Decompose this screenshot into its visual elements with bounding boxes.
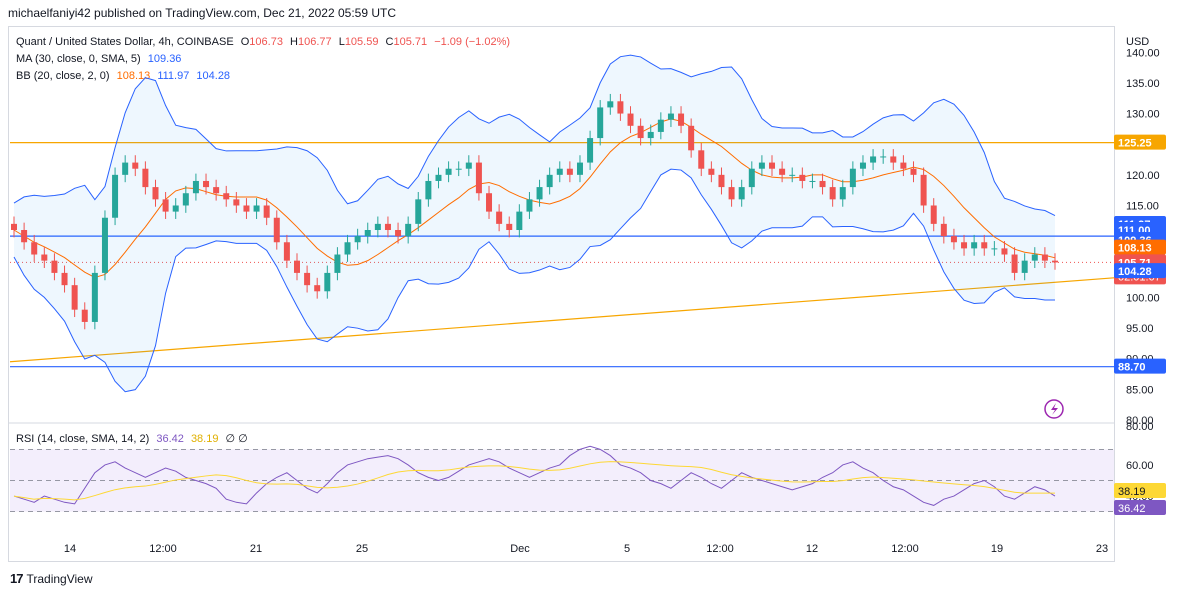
rsi-legend: RSI (14, close, SMA, 14, 2) 36.42 38.19 … — [16, 432, 252, 445]
y-tick-label: 110.00 — [1126, 231, 1159, 243]
chart-frame[interactable] — [8, 26, 1115, 562]
rsi-label: RSI (14, close, SMA, 14, 2) — [16, 433, 150, 445]
footer: 17 TradingView — [10, 571, 93, 586]
rsi-extra: ∅ ∅ — [225, 433, 248, 445]
bb-basis-value: 108.13 — [116, 70, 151, 82]
y-tick-label: 130.00 — [1126, 109, 1160, 121]
price-axis-label: 105.71 — [1118, 257, 1152, 269]
rsi-value: 36.42 — [156, 433, 184, 445]
ma-label: MA (30, close, 0, SMA, 5) — [16, 53, 141, 65]
y-tick-label: 140.00 — [1126, 47, 1160, 59]
tradingview-logo-icon: 17 — [10, 571, 24, 586]
price-axis-label-bg — [1114, 254, 1166, 285]
price-axis-label-bg — [1114, 239, 1166, 255]
open-value: 106.73 — [249, 36, 283, 48]
footer-brand: TradingView — [26, 571, 93, 586]
y-tick-label: 95.00 — [1126, 323, 1154, 335]
price-axis-label: 125.25 — [1118, 138, 1152, 150]
ohlc-high: H106.77 — [290, 36, 332, 48]
change-value: −1.09 (−1.02%) — [434, 36, 511, 48]
rsi-tick-label: 60.00 — [1126, 460, 1154, 472]
bb-upper-value: 111.97 — [157, 70, 190, 82]
y-tick-label: 90.00 — [1126, 354, 1154, 366]
bb-lower-value: 104.28 — [196, 70, 231, 82]
y-tick-label: 125.00 — [1126, 139, 1160, 151]
countdown-label: 02:01:07 — [1118, 271, 1161, 283]
close-label: C — [385, 36, 394, 48]
symbol-title: Quant / United States Dollar, 4h, COINBA… — [16, 36, 234, 48]
rsi-axis-label: 36.42 — [1118, 503, 1146, 515]
y-tick-label: 80.00 — [1126, 415, 1154, 427]
price-axis-label: 111.97 — [1118, 219, 1150, 231]
close-value: 105.71 — [393, 36, 428, 48]
price-axis-label: 104.28 — [1118, 266, 1152, 278]
ma-legend: MA (30, close, 0, SMA, 5) 109.36 — [16, 53, 185, 65]
price-axis-label: 108.13 — [1118, 243, 1152, 255]
rsi-axis-label-bg — [1114, 500, 1166, 515]
low-label: L — [338, 36, 345, 48]
low-value: 105.59 — [344, 36, 379, 48]
bb-legend: BB (20, close, 2, 0) 108.13 111.97 104.2… — [16, 70, 234, 82]
published-line: michaelfaniyi42 published on TradingView… — [8, 6, 397, 20]
ohlc-low: L105.59 — [339, 36, 379, 48]
rsi-tick-label: 80.00 — [1126, 421, 1154, 433]
symbol-legend: Quant / United States Dollar, 4h, COINBA… — [16, 36, 514, 48]
price-axis-label-bg — [1114, 263, 1166, 279]
rsi-ma-value: 38.19 — [190, 433, 219, 445]
y-tick-label: 105.00 — [1126, 262, 1160, 274]
ma-value: 109.36 — [147, 53, 182, 65]
high-value: 106.77 — [297, 36, 332, 48]
y-tick-label: 100.00 — [1126, 292, 1160, 304]
price-axis-label-bg — [1114, 232, 1166, 248]
price-axis-label-bg — [1114, 222, 1166, 237]
ohlc-open: O106.73 — [241, 36, 283, 48]
ohlc-close: C105.71 — [386, 36, 428, 48]
rsi-axis-label: 38.19 — [1118, 486, 1146, 498]
y-tick-label: 135.00 — [1126, 78, 1160, 90]
currency-label: USD — [1126, 36, 1149, 48]
bb-label: BB (20, close, 2, 0) — [16, 70, 110, 82]
price-axis-label: 111.00 — [1118, 225, 1150, 237]
y-tick-label: 120.00 — [1126, 170, 1160, 182]
y-tick-label: 115.00 — [1126, 200, 1159, 212]
rsi-axis-label-bg — [1114, 483, 1166, 498]
rsi-tick-label: 40.00 — [1126, 491, 1154, 503]
price-axis-label-bg — [1114, 134, 1166, 150]
price-axis-label: 88.70 — [1118, 362, 1146, 374]
price-axis-label: 109.36 — [1118, 235, 1152, 247]
y-tick-label: 85.00 — [1126, 384, 1154, 396]
high-label: H — [290, 36, 298, 48]
price-axis-label-bg — [1114, 216, 1166, 232]
open-label: O — [240, 36, 250, 48]
price-axis-label-bg — [1114, 358, 1166, 374]
